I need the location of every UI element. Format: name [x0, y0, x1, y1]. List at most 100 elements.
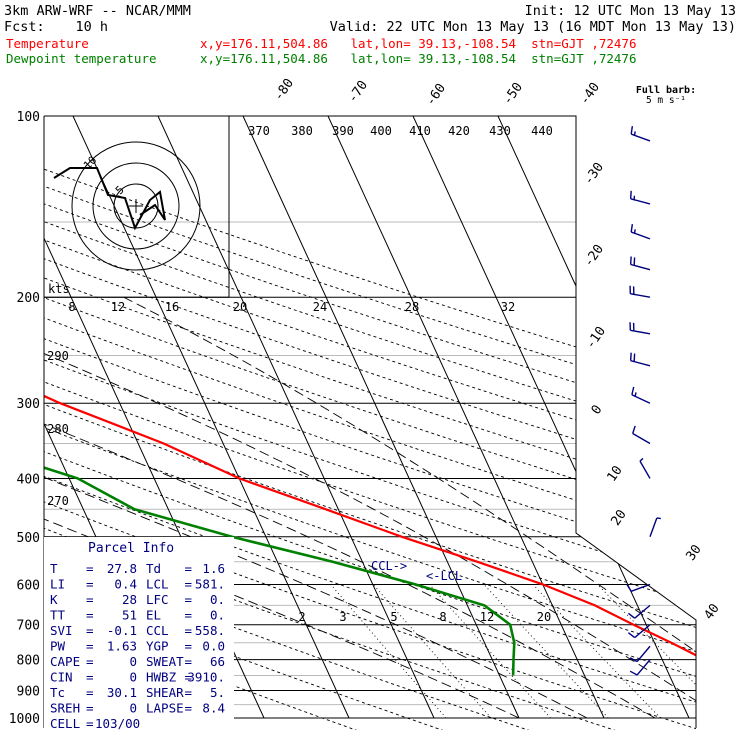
pressure-label-600: 600: [17, 578, 40, 593]
isotherm-label-40: 40: [701, 601, 722, 622]
parcel-lfc-value: 0.: [210, 592, 225, 607]
wind-barb-230: [629, 322, 651, 335]
mixing-ratio-label-8: 8: [68, 300, 75, 314]
hodograph-ring-2: [71, 141, 201, 271]
mixing-ratio-label-lower-20: 20: [537, 610, 551, 624]
parcel-eq: =: [86, 685, 94, 700]
profile-lines: [44, 116, 696, 677]
theta-label-440: 440: [531, 124, 553, 138]
parcel-eq: =: [86, 701, 94, 716]
isotherm-20: [412, 116, 690, 719]
init-time: Init: 12 UTC Mon 13 May 13: [525, 3, 736, 19]
parcel-eq: =: [184, 670, 192, 685]
parcel-sreh-label: SREH: [50, 701, 80, 716]
parcel-sweat-value: 66: [210, 654, 225, 669]
parcel-shear-label: SHEAR: [146, 685, 184, 700]
wind-barb-140: [629, 190, 651, 205]
isotherm-label--20: -20: [581, 242, 607, 270]
mixing-ratio-2: [330, 584, 447, 719]
pressure-label-700: 700: [17, 619, 40, 634]
parcel-pw-value: 1.63: [107, 639, 137, 654]
mixing-ratio-label-lower-5: 5: [390, 610, 397, 624]
parcel-k-label: K: [50, 592, 58, 607]
isotherm-0: [242, 116, 520, 719]
mixing-ratio-label-lower-8: 8: [439, 610, 446, 624]
parcel-eq: =: [86, 592, 94, 607]
dry-adiabat-270: [44, 116, 531, 730]
theta-label-420: 420: [448, 124, 470, 138]
pressure-label-1000: 1000: [9, 712, 40, 727]
parcel-eq: =: [86, 670, 94, 685]
parcel-cin-value: 0: [129, 670, 137, 685]
wind-barb-200: [629, 285, 651, 298]
mixing-ratio-12: [532, 584, 661, 719]
hodograph-units-label: kts: [48, 282, 70, 296]
mixing-ratio-label-lower-3: 3: [339, 610, 346, 624]
parcel-li-value: 0.4: [114, 577, 137, 592]
wind-barb-650: [627, 604, 651, 619]
parcel-ygp-label: YGP: [146, 639, 169, 654]
isotherm-label-20: 20: [608, 507, 629, 528]
parcel-li-label: LI: [50, 577, 65, 592]
wind-barb-350: [632, 425, 651, 445]
dry-adiabat-300: [44, 116, 696, 730]
parcel-sweat-label: SWEAT: [146, 654, 184, 669]
isotherm-label--30: -30: [581, 160, 607, 188]
moist-adiabat-24: [44, 296, 696, 719]
theta-label-270: 270: [47, 494, 69, 508]
parcel-lapse-value: 8.4: [202, 701, 225, 716]
mixing-ratio-label-32: 32: [501, 300, 515, 314]
parcel-eq: =: [184, 561, 192, 576]
dry-adiabat-400: [44, 116, 696, 730]
mixing-ratio-8: [483, 584, 609, 719]
parcel-ygp-value: 0.0: [202, 639, 225, 654]
parcel-cape-label: CAPE: [50, 654, 80, 669]
parcel-eq: =: [184, 639, 192, 654]
dry-adiabat-430: [44, 116, 696, 730]
theta-label-410: 410: [409, 124, 431, 138]
dry-adiabat-340: [44, 116, 696, 730]
isotherm-label-0: 0: [589, 402, 606, 417]
mixing-ratio-label-16: 16: [165, 300, 179, 314]
wind-barb-label: Full barb:: [636, 85, 696, 96]
parcel-tt-label: TT: [50, 608, 66, 623]
hodograph-ring-label-5: 5: [113, 183, 127, 197]
pressure-label-200: 200: [17, 291, 40, 306]
lcl-annotation: <-LCL: [426, 569, 462, 583]
parcel-cin-label: CIN: [50, 670, 73, 685]
parcel-lcl-value: 581.: [195, 577, 225, 592]
wind-barb-700: [627, 624, 651, 639]
theta-label-370: 370: [248, 124, 270, 138]
isotherm-50: [667, 116, 696, 719]
parcel-eq: =: [86, 639, 94, 654]
legend-dewpoint-info: x,y=176.11,504.86 lat,lon= 39.13,-108.54…: [200, 51, 637, 66]
isotherm-label--10: -10: [583, 324, 609, 352]
isotherm-label-30: 30: [683, 542, 704, 563]
parcel-el-value: 0.: [210, 608, 225, 623]
forecast-label: Fcst:: [4, 19, 45, 35]
pressure-label-500: 500: [17, 531, 40, 546]
wind-barb-110: [630, 126, 651, 142]
parcel-pw-label: PW: [50, 639, 66, 654]
parcel-hwbz-label: HWBZ: [146, 670, 177, 685]
dewpoint-line: [44, 116, 516, 676]
theta-label-390: 390: [332, 124, 354, 138]
parcel-eq: =: [86, 654, 94, 669]
parcel-td-value: 1.6: [202, 561, 225, 576]
hodograph-trace: [53, 167, 166, 231]
parcel-ccl-label: CCL: [146, 623, 169, 638]
valid-time: Valid: 22 UTC Mon 13 May 13 (16 MDT Mon …: [330, 19, 736, 35]
parcel-eq: =: [184, 685, 192, 700]
parcel-eq: =: [184, 577, 192, 592]
parcel-cell-value: 103/00: [95, 716, 140, 731]
wind-barb-600: [626, 583, 651, 592]
parcel-eq: =: [86, 716, 94, 731]
isotherm-label--70: -70: [345, 78, 371, 106]
parcel-tc-value: 30.1: [107, 685, 137, 700]
parcel-hwbz-value: 3910.: [187, 670, 225, 685]
wind-barb-260: [629, 352, 651, 367]
dry-adiabat-290: [44, 116, 696, 730]
parcel-el-label: EL: [146, 608, 161, 623]
